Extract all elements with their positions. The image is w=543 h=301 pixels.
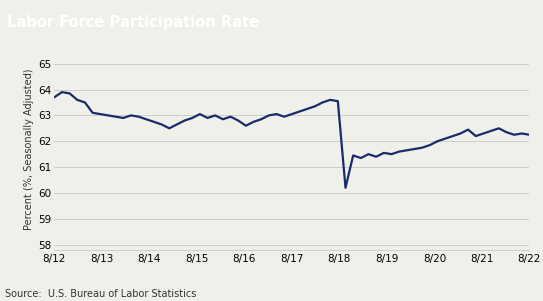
Text: Source:  U.S. Bureau of Labor Statistics: Source: U.S. Bureau of Labor Statistics	[5, 290, 197, 299]
Y-axis label: Percent (%, Seasonally Adjusted): Percent (%, Seasonally Adjusted)	[24, 68, 34, 230]
Text: Labor Force Participation Rate: Labor Force Participation Rate	[7, 15, 259, 30]
